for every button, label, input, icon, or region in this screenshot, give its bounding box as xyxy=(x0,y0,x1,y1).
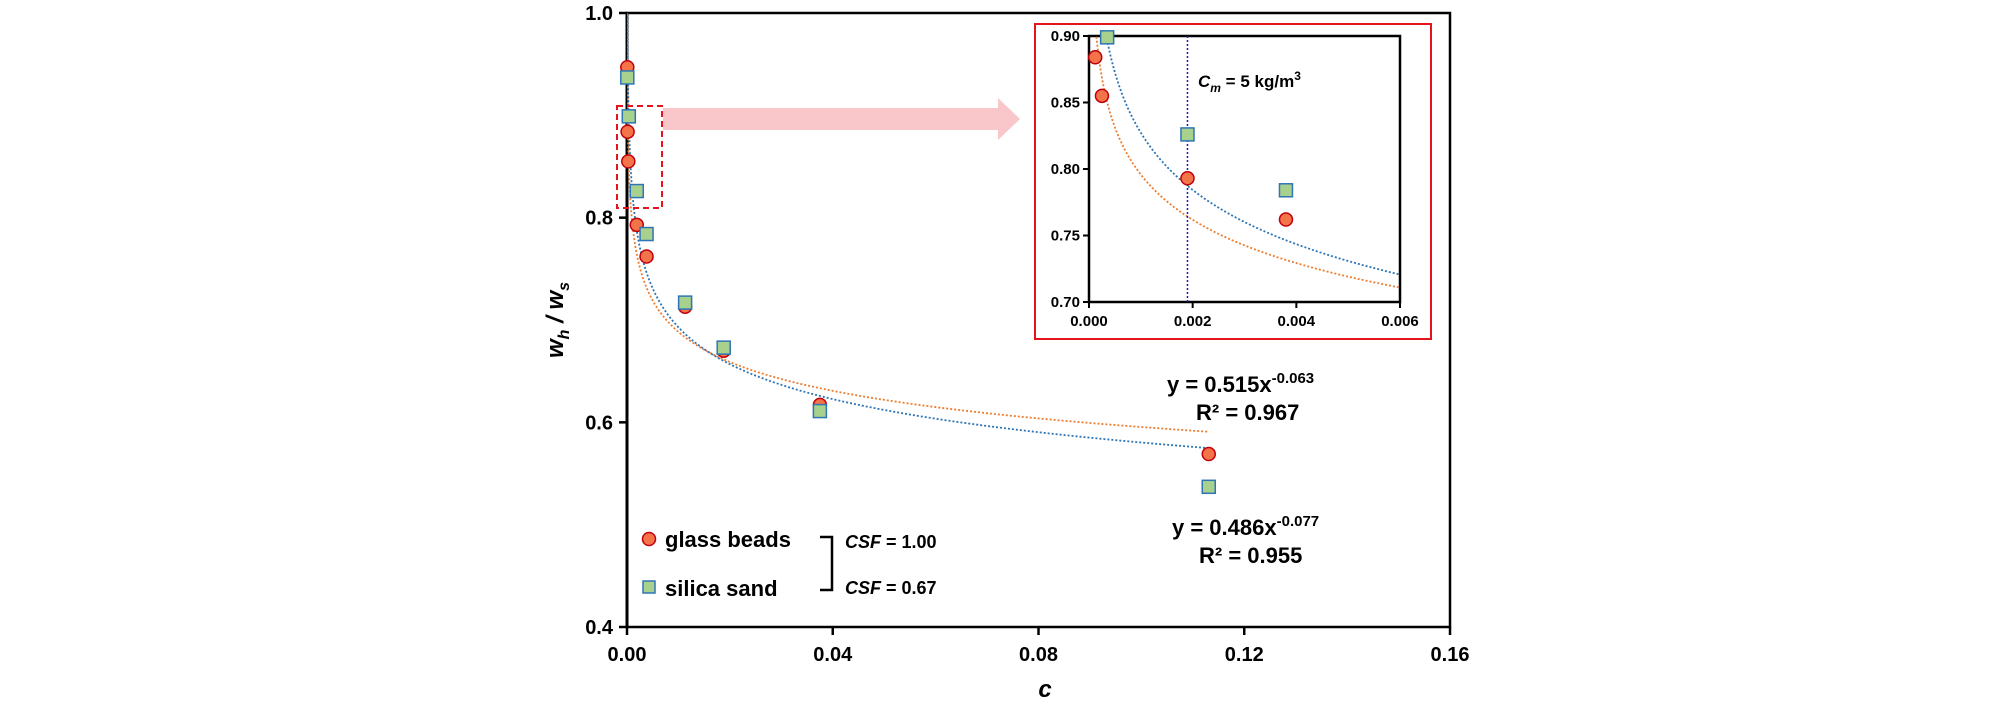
point-silica-sand xyxy=(639,226,654,242)
x-axis-label: c xyxy=(1038,676,1051,701)
inset-point-glass-beads xyxy=(1278,212,1294,227)
zoom-arrow xyxy=(663,98,1020,140)
inset-x-tick-label: 0.000 xyxy=(1070,313,1108,330)
csf-silica-sand: CSF = 0.67 xyxy=(845,578,937,598)
inset-x-tick-label: 0.006 xyxy=(1381,313,1419,330)
legend-bracket xyxy=(820,535,834,592)
r2-silica-sand: R² = 0.955 xyxy=(1199,543,1302,568)
y-axis-label: wh / ws xyxy=(542,282,573,358)
x-tick-label: 0.00 xyxy=(608,644,647,666)
point-glass-beads xyxy=(639,249,654,264)
point-silica-sand xyxy=(621,109,637,124)
inset-tick-labels: 0.000 0.002 0.004 0.006 0.70 0.75 0.80 0.85 0.90 xyxy=(1051,28,1419,330)
inset-plot-area xyxy=(1087,34,1402,304)
x-tick-label: 0.08 xyxy=(1019,644,1058,666)
fit-equation-glass-beads: y = 0.515x-0.063 xyxy=(1167,370,1314,397)
point-silica-sand xyxy=(629,183,645,199)
x-tick-label: 0.16 xyxy=(1431,644,1470,666)
y-tick-label: 1.0 xyxy=(585,3,613,25)
fit-line-glass-beads xyxy=(627,13,1209,433)
r2-glass-beads: R² = 0.967 xyxy=(1196,400,1299,425)
point-silica-sand xyxy=(620,70,635,85)
x-tick-label: 0.04 xyxy=(813,644,853,666)
inset-point-glass-beads xyxy=(1094,88,1110,104)
inset-x-tick-label: 0.002 xyxy=(1174,313,1212,330)
zoom-region-box xyxy=(616,105,663,209)
inset-y-tick-label: 0.75 xyxy=(1051,228,1080,245)
y-tick-label: 0.8 xyxy=(585,208,613,230)
csf-glass-beads: CSF = 1.00 xyxy=(845,532,937,552)
inset-y-tick-label: 0.70 xyxy=(1051,294,1080,311)
inset-point-glass-beads xyxy=(1180,171,1195,186)
point-silica-sand xyxy=(1201,479,1217,495)
inset-y-tick-label: 0.90 xyxy=(1051,28,1080,45)
inset-ticks xyxy=(1083,35,1401,308)
legend-label-glass-beads: glass beads xyxy=(665,527,791,552)
legend-marker-silica-sand xyxy=(642,580,656,594)
fit-equation-silica-sand: y = 0.486x-0.077 xyxy=(1172,513,1319,540)
main-tick-labels: 0.00 0.04 0.08 0.12 0.16 0.4 0.6 0.8 1.0 xyxy=(585,3,1469,666)
legend-marker-glass-beads xyxy=(641,531,657,547)
inset-point-silica-sand xyxy=(1099,30,1115,45)
inset-y-tick-label: 0.80 xyxy=(1051,161,1080,178)
main-fit-lines xyxy=(627,13,1209,450)
main-points xyxy=(620,59,1217,495)
inset-points xyxy=(1087,30,1294,227)
point-glass-beads xyxy=(1201,446,1217,462)
inset-y-tick-label: 0.85 xyxy=(1051,95,1080,112)
inset-point-silica-sand xyxy=(1278,183,1294,198)
legend: glass beads silica sand CSF = 1.00 CSF =… xyxy=(641,527,937,601)
inset-point-glass-beads xyxy=(1087,50,1103,65)
main-ticks xyxy=(619,11,1452,635)
point-silica-sand xyxy=(716,340,731,355)
x-tick-label: 0.12 xyxy=(1225,644,1264,666)
inset-point-silica-sand xyxy=(1180,127,1195,142)
point-silica-sand xyxy=(677,295,693,310)
cm-annotation: Cm = 5 kg/m3 xyxy=(1198,69,1301,95)
inset-x-tick-label: 0.004 xyxy=(1278,313,1316,330)
y-tick-label: 0.4 xyxy=(585,617,614,639)
point-silica-sand xyxy=(812,403,828,419)
point-glass-beads xyxy=(621,154,636,169)
y-tick-label: 0.6 xyxy=(585,412,613,434)
legend-label-silica-sand: silica sand xyxy=(665,576,778,601)
point-glass-beads xyxy=(620,124,635,139)
